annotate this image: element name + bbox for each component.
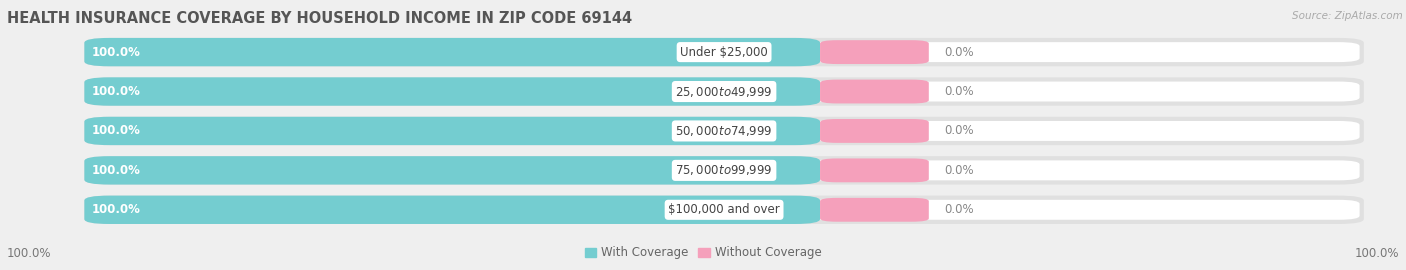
Text: $75,000 to $99,999: $75,000 to $99,999 xyxy=(675,163,773,177)
FancyBboxPatch shape xyxy=(84,77,820,106)
Legend: With Coverage, Without Coverage: With Coverage, Without Coverage xyxy=(579,242,827,264)
FancyBboxPatch shape xyxy=(820,158,929,182)
FancyBboxPatch shape xyxy=(89,200,1360,220)
FancyBboxPatch shape xyxy=(84,156,1364,185)
FancyBboxPatch shape xyxy=(84,117,820,145)
Text: 100.0%: 100.0% xyxy=(91,85,141,98)
FancyBboxPatch shape xyxy=(89,160,1360,180)
Text: 0.0%: 0.0% xyxy=(945,164,974,177)
Text: 100.0%: 100.0% xyxy=(91,164,141,177)
Text: $50,000 to $74,999: $50,000 to $74,999 xyxy=(675,124,773,138)
FancyBboxPatch shape xyxy=(84,117,1364,145)
FancyBboxPatch shape xyxy=(84,195,820,224)
Text: $100,000 and over: $100,000 and over xyxy=(668,203,780,216)
FancyBboxPatch shape xyxy=(84,38,1364,66)
FancyBboxPatch shape xyxy=(89,82,1360,102)
FancyBboxPatch shape xyxy=(820,80,929,103)
FancyBboxPatch shape xyxy=(89,42,1360,62)
FancyBboxPatch shape xyxy=(84,77,1364,106)
FancyBboxPatch shape xyxy=(84,156,820,185)
Text: 100.0%: 100.0% xyxy=(7,247,52,260)
FancyBboxPatch shape xyxy=(820,119,929,143)
Text: 0.0%: 0.0% xyxy=(945,124,974,137)
Text: 100.0%: 100.0% xyxy=(91,124,141,137)
FancyBboxPatch shape xyxy=(89,121,1360,141)
Text: $25,000 to $49,999: $25,000 to $49,999 xyxy=(675,85,773,99)
Text: Source: ZipAtlas.com: Source: ZipAtlas.com xyxy=(1292,11,1403,21)
FancyBboxPatch shape xyxy=(84,38,820,66)
Text: HEALTH INSURANCE COVERAGE BY HOUSEHOLD INCOME IN ZIP CODE 69144: HEALTH INSURANCE COVERAGE BY HOUSEHOLD I… xyxy=(7,11,633,26)
Text: 100.0%: 100.0% xyxy=(91,203,141,216)
Text: 0.0%: 0.0% xyxy=(945,203,974,216)
Text: 0.0%: 0.0% xyxy=(945,85,974,98)
Text: 100.0%: 100.0% xyxy=(1354,247,1399,260)
Text: 100.0%: 100.0% xyxy=(91,46,141,59)
FancyBboxPatch shape xyxy=(820,40,929,64)
FancyBboxPatch shape xyxy=(84,195,1364,224)
FancyBboxPatch shape xyxy=(820,198,929,222)
Text: 0.0%: 0.0% xyxy=(945,46,974,59)
Text: Under $25,000: Under $25,000 xyxy=(681,46,768,59)
